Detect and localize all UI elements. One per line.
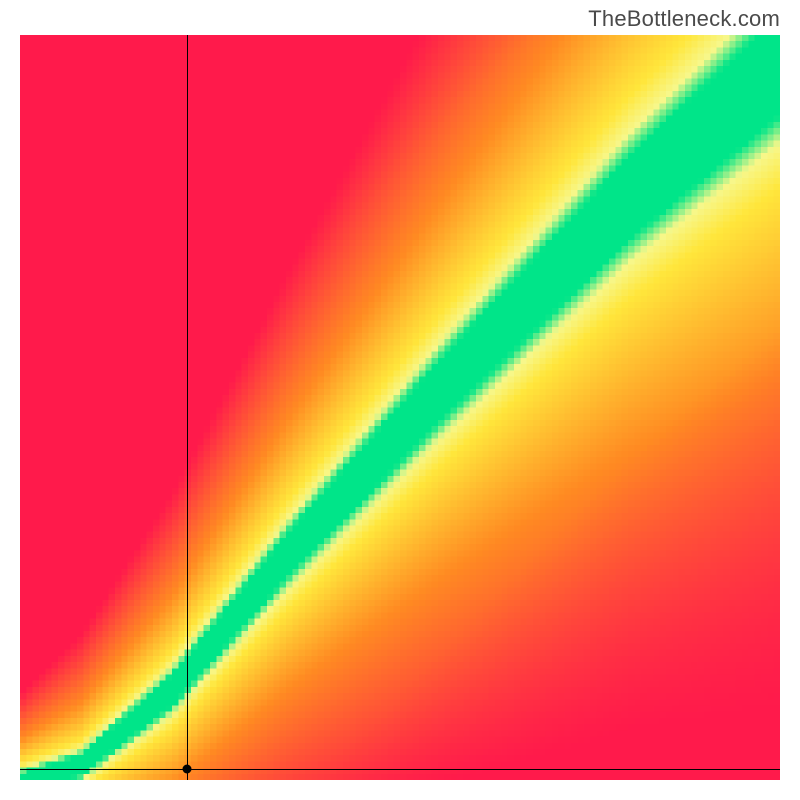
heatmap-plot [20, 35, 780, 780]
heatmap-canvas [20, 35, 780, 780]
crosshair-vertical [187, 35, 188, 780]
crosshair-horizontal [20, 769, 780, 770]
watermark-text: TheBottleneck.com [588, 6, 780, 32]
marker-dot [183, 764, 192, 773]
